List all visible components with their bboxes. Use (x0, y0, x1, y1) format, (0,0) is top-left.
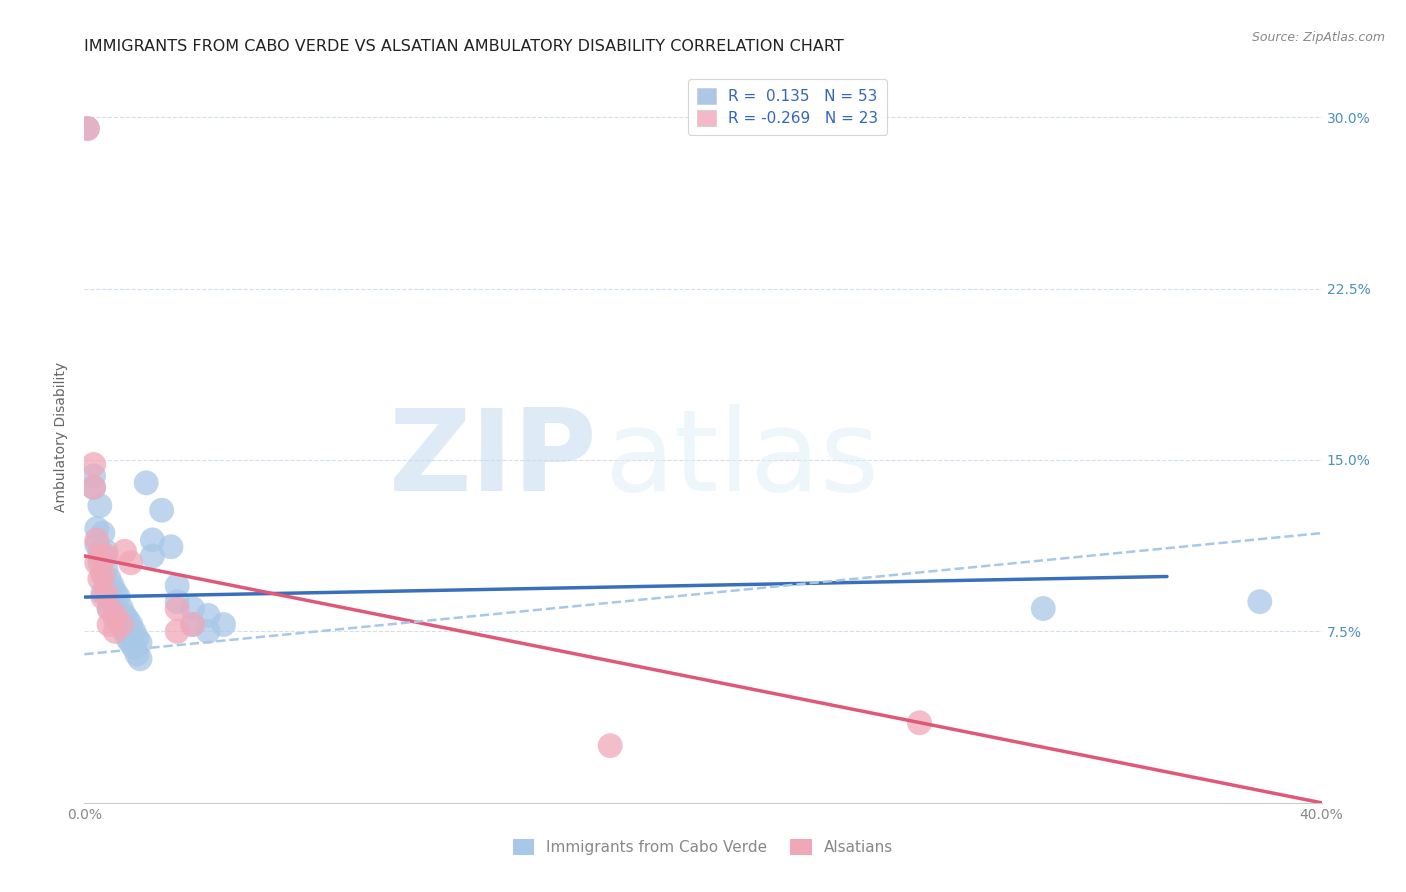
Point (110, 617, 132, 632)
Point (89, 544, 111, 558)
Point (104, 608, 127, 623)
Point (122, 624, 145, 639)
Point (89, 572, 111, 586)
Point (98, 601, 121, 615)
Point (94, 585, 117, 599)
Point (117, 632, 139, 646)
Point (89, 499, 111, 513)
Point (86, 533, 108, 547)
Point (114, 624, 136, 639)
Point (104, 585, 127, 599)
Point (160, 540, 183, 554)
Point (89, 556, 111, 570)
Point (91, 526, 114, 541)
Point (197, 624, 219, 639)
Point (150, 503, 173, 517)
Point (141, 533, 163, 547)
Point (98, 601, 121, 615)
Point (91, 590, 114, 604)
Point (83, 458, 105, 472)
Point (181, 617, 204, 632)
Point (98, 590, 121, 604)
Point (141, 549, 163, 563)
Point (120, 556, 142, 570)
Point (94, 544, 117, 558)
Point (212, 617, 235, 632)
Point (125, 632, 148, 646)
Point (166, 595, 188, 609)
Point (599, 739, 621, 753)
Point (114, 608, 136, 623)
Point (91, 567, 114, 582)
Point (1032, 601, 1054, 615)
Point (107, 606, 129, 620)
Point (107, 590, 129, 604)
Point (98, 572, 121, 586)
Point (86, 521, 108, 535)
Point (120, 636, 142, 650)
Point (197, 608, 219, 623)
Point (181, 601, 204, 615)
Point (114, 544, 136, 558)
Text: atlas: atlas (605, 403, 879, 515)
Point (101, 595, 124, 609)
Point (166, 579, 188, 593)
Point (104, 624, 127, 639)
Point (83, 480, 105, 494)
Point (135, 475, 157, 490)
Point (110, 617, 132, 632)
Point (117, 613, 139, 627)
Text: Source: ZipAtlas.com: Source: ZipAtlas.com (1251, 31, 1385, 45)
Point (110, 601, 132, 615)
Point (166, 624, 188, 639)
Point (91, 567, 114, 582)
Point (94, 549, 117, 563)
Point (98, 617, 121, 632)
Point (89, 549, 111, 563)
Point (125, 647, 148, 661)
Point (129, 636, 152, 650)
Point (908, 715, 931, 730)
Point (122, 640, 145, 655)
Text: IMMIGRANTS FROM CABO VERDE VS ALSATIAN AMBULATORY DISABILITY CORRELATION CHART: IMMIGRANTS FROM CABO VERDE VS ALSATIAN A… (84, 38, 844, 54)
Point (104, 613, 127, 627)
Point (91, 549, 114, 563)
Point (166, 601, 188, 615)
Point (1249, 595, 1271, 609)
Point (83, 469, 105, 483)
Point (120, 617, 142, 632)
Text: ZIP: ZIP (389, 403, 598, 515)
Point (94, 579, 117, 593)
Point (104, 601, 127, 615)
Point (181, 617, 204, 632)
Point (76, 121, 98, 136)
Y-axis label: Ambulatory Disability: Ambulatory Disability (55, 362, 69, 512)
Point (76, 121, 98, 136)
Legend: Immigrants from Cabo Verde, Alsatians: Immigrants from Cabo Verde, Alsatians (506, 833, 900, 861)
Point (101, 579, 124, 593)
Point (91, 585, 114, 599)
Point (83, 480, 105, 494)
Point (86, 556, 108, 570)
Point (94, 563, 117, 577)
Point (129, 652, 152, 666)
Point (86, 537, 108, 551)
